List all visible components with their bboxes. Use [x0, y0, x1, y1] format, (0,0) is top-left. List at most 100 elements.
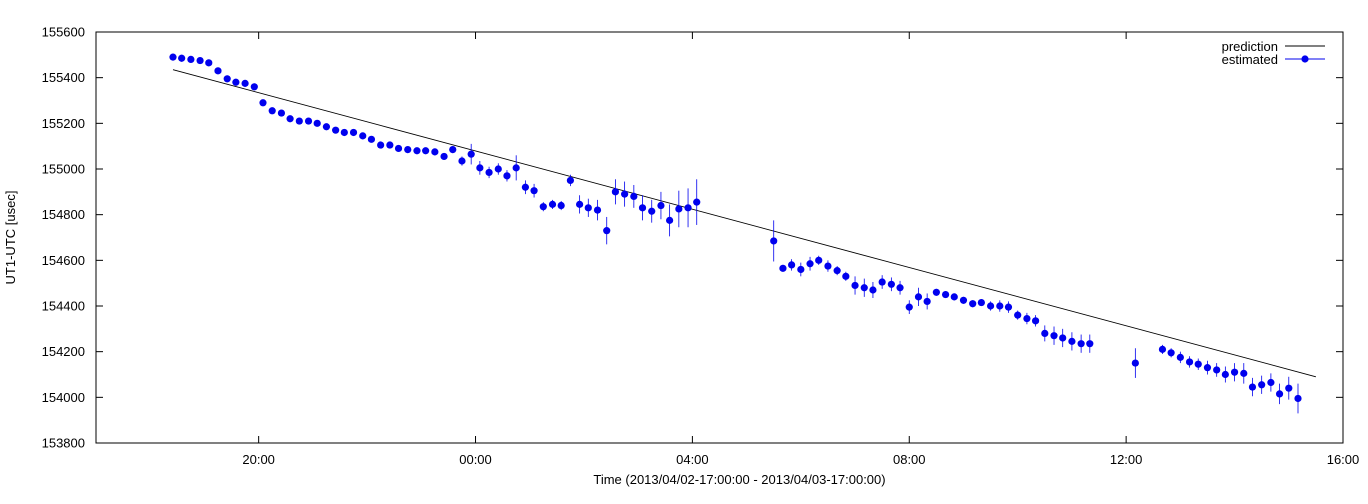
data-point: [986, 302, 995, 310]
data-point: [332, 126, 340, 134]
y-tick-label: 153800: [42, 436, 85, 451]
y-tick-label: 154400: [42, 299, 85, 314]
data-point: [630, 192, 638, 200]
x-tick-label: 00:00: [459, 452, 492, 467]
data-point: [1068, 337, 1076, 345]
data-point: [169, 53, 177, 61]
data-point: [548, 200, 557, 208]
data-point: [539, 203, 547, 211]
data-point: [833, 267, 841, 275]
data-point: [205, 59, 213, 67]
data-point: [1185, 358, 1194, 366]
data-point: [1230, 368, 1239, 376]
data-point: [214, 67, 222, 75]
data-point: [684, 204, 692, 212]
data-point: [512, 164, 520, 172]
data-point: [1014, 311, 1022, 319]
y-tick-label: 155200: [42, 116, 85, 131]
data-point: [268, 107, 276, 115]
data-point: [1023, 314, 1031, 323]
data-point: [824, 262, 832, 270]
data-point: [1176, 353, 1184, 361]
data-point: [1248, 383, 1257, 391]
data-point: [1203, 364, 1212, 372]
data-point: [1004, 303, 1013, 311]
data-point: [322, 123, 331, 131]
data-point: [1050, 332, 1058, 340]
data-point: [367, 135, 376, 143]
data-point: [923, 297, 931, 306]
data-point: [621, 190, 629, 198]
data-point: [779, 264, 787, 272]
y-tick-label: 155400: [42, 70, 85, 85]
data-point: [259, 99, 267, 107]
data-point: [941, 290, 950, 299]
data-point: [485, 168, 493, 177]
data-point: [896, 284, 904, 292]
data-point: [806, 260, 814, 268]
data-point: [422, 147, 430, 155]
data-point: [869, 286, 877, 294]
x-tick-label: 20:00: [242, 452, 275, 467]
data-point: [458, 157, 466, 165]
data-point: [584, 204, 592, 212]
data-point: [476, 164, 484, 172]
data-point: [394, 144, 403, 153]
data-point: [666, 216, 674, 224]
data-point: [1077, 340, 1085, 348]
data-point: [860, 284, 868, 292]
y-tick-label: 154600: [42, 253, 85, 268]
y-tick-label: 154000: [42, 390, 85, 405]
data-point: [815, 256, 823, 264]
data-point: [359, 132, 367, 140]
y-axis: 153800 154000 154200 154400 154600 154800 1550…: [42, 25, 1343, 451]
data-point: [449, 145, 457, 154]
data-point: [286, 115, 294, 123]
data-point: [887, 280, 895, 288]
data-point: [241, 79, 249, 87]
data-point: [657, 201, 665, 210]
data-point: [950, 293, 958, 301]
data-point: [566, 176, 575, 185]
data-point: [648, 207, 656, 215]
data-point: [842, 272, 850, 280]
data-point: [1194, 360, 1202, 368]
data-point: [851, 281, 859, 290]
data-point: [313, 119, 321, 127]
data-point: [1221, 370, 1229, 379]
data-point: [440, 152, 448, 161]
data-point: [521, 183, 530, 191]
data-point: [196, 56, 204, 65]
data-point: [959, 296, 968, 304]
data-point: [1213, 366, 1221, 374]
data-point: [1294, 394, 1302, 403]
data-point: [530, 187, 538, 195]
legend: prediction estimated: [1222, 39, 1325, 67]
data-point: [557, 201, 565, 210]
data-point: [277, 109, 286, 117]
data-point: [996, 302, 1004, 310]
data-point: [1240, 369, 1248, 377]
legend-label-estimated: estimated: [1222, 52, 1278, 67]
data-point: [603, 227, 611, 235]
data-point: [295, 117, 303, 125]
prediction-line: [172, 69, 1317, 378]
data-point: [611, 188, 620, 196]
data-point: [969, 300, 977, 308]
y-tick-label: 155000: [42, 162, 85, 177]
x-tick-label: 08:00: [893, 452, 926, 467]
data-point: [638, 204, 647, 212]
data-point: [232, 78, 240, 86]
data-point: [977, 298, 985, 307]
data-point: [1267, 378, 1275, 387]
data-point: [788, 261, 796, 269]
x-axis: 20:00 00:00 04:00 08:00 12:00 16:00: [242, 32, 1359, 467]
data-point: [377, 141, 385, 149]
plot-frame-group: [95, 31, 1344, 444]
data-point: [914, 293, 923, 301]
data-point: [386, 141, 394, 149]
y-tick-label: 154200: [42, 344, 85, 359]
legend-label-prediction: prediction: [1222, 39, 1278, 54]
data-point: [431, 148, 439, 156]
